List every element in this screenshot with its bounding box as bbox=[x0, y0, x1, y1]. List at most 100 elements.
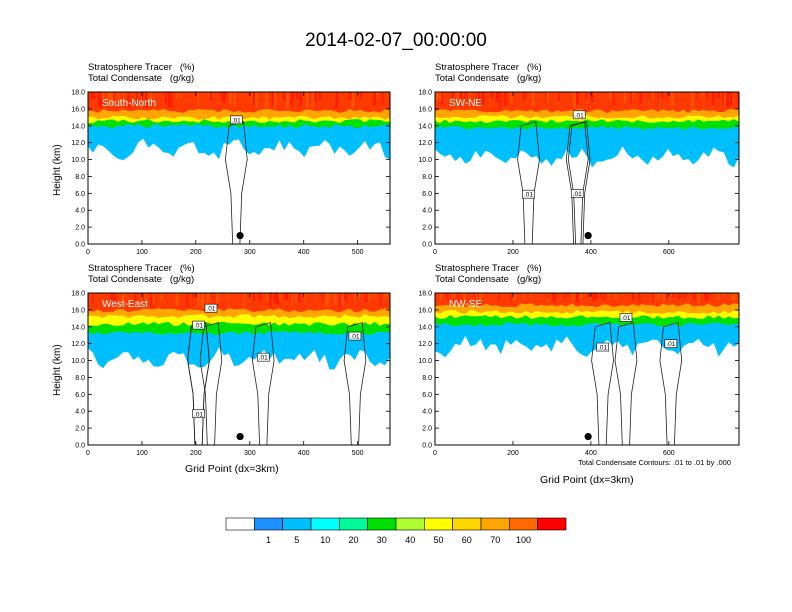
contour-label-box bbox=[230, 115, 243, 125]
tracer-streak bbox=[573, 92, 576, 109]
colorbar-swatch bbox=[367, 517, 397, 531]
contour-label: .01 bbox=[259, 355, 268, 362]
tracer-streak bbox=[197, 293, 200, 308]
tracer-streak bbox=[712, 92, 715, 106]
panel-title-line2: Total Condensate (g/kg) bbox=[435, 73, 542, 84]
tracer-streak bbox=[451, 293, 453, 302]
tracer-streak bbox=[147, 92, 150, 108]
tracer-streak bbox=[160, 293, 163, 301]
tracer-streak bbox=[341, 293, 344, 305]
tracer-streak bbox=[552, 293, 556, 303]
tracer-streak bbox=[208, 92, 210, 98]
contour-label-box bbox=[596, 342, 609, 352]
x-tick-label: 0 bbox=[433, 249, 437, 256]
page-title: 2014-02-07_00:00:00 bbox=[305, 30, 487, 51]
y-tick-label: 12.0 bbox=[71, 341, 85, 348]
tracer-streak bbox=[529, 293, 533, 298]
tracer-streak bbox=[657, 293, 661, 299]
tracer-streak bbox=[723, 293, 725, 297]
contour-label: .01 bbox=[573, 191, 582, 198]
panel-title-line1: Stratosphere Tracer (%) bbox=[435, 62, 542, 73]
tracer-streak bbox=[631, 293, 635, 300]
x-tick-label: 200 bbox=[190, 249, 202, 256]
y-tick-label: 4.0 bbox=[75, 409, 85, 416]
x-tick-label: 300 bbox=[244, 249, 256, 256]
tracer-streak bbox=[704, 293, 707, 301]
colorbar-swatch bbox=[338, 517, 368, 531]
tracer-streak bbox=[557, 92, 560, 102]
tracer-streak bbox=[671, 92, 674, 106]
y-tick-label: 10.0 bbox=[418, 358, 432, 365]
tracer-streak bbox=[435, 92, 439, 100]
tracer-streak bbox=[546, 92, 549, 104]
tracer-streak bbox=[144, 293, 146, 304]
tracer-streak bbox=[255, 92, 258, 108]
tracer-streak bbox=[504, 92, 508, 106]
tracer-streak bbox=[126, 92, 128, 99]
tracer-streak bbox=[678, 293, 680, 300]
tracer-streak bbox=[179, 92, 181, 99]
tracer-streak bbox=[567, 293, 569, 297]
contour-label: .01 bbox=[666, 341, 675, 348]
tracer-streak bbox=[571, 293, 575, 301]
tracer-streak bbox=[599, 293, 602, 299]
tracer-streak bbox=[351, 92, 355, 109]
tracer-streak bbox=[345, 293, 348, 303]
tracer-streak bbox=[716, 92, 720, 98]
tracer-streak bbox=[473, 293, 475, 297]
x-tick-label: 400 bbox=[585, 450, 597, 457]
colorbar-swatch bbox=[537, 517, 567, 531]
contour-note: Total Condensate Contours: .01 to .01 by… bbox=[578, 458, 732, 467]
contour-label-box bbox=[256, 352, 270, 362]
x-tick-label: 600 bbox=[663, 249, 675, 256]
tracer-streak bbox=[142, 293, 145, 306]
tracer-streak bbox=[258, 293, 261, 302]
y-tick-label: 8.0 bbox=[75, 375, 85, 382]
region-label: NW-SE bbox=[449, 299, 482, 310]
tracer-streak bbox=[304, 293, 306, 305]
tracer-streak bbox=[523, 92, 525, 101]
tracer-streak bbox=[658, 92, 660, 100]
tracer-streak bbox=[142, 92, 144, 101]
tracer-streak bbox=[587, 293, 590, 297]
tracer-streak bbox=[496, 92, 499, 102]
tracer-streak bbox=[457, 293, 460, 303]
tracer-streak bbox=[380, 293, 382, 307]
tracer-streak bbox=[136, 92, 138, 105]
tracer-streak bbox=[359, 92, 362, 99]
colorbar-swatch bbox=[395, 517, 425, 531]
tracer-streak bbox=[252, 293, 255, 301]
tracer-streak bbox=[354, 293, 357, 301]
y-tick-label: 0.0 bbox=[422, 443, 432, 450]
y-tick-label: 2.0 bbox=[422, 426, 432, 433]
tracer-streak bbox=[107, 92, 110, 102]
colorbar-swatch bbox=[254, 517, 283, 531]
tracer-streak bbox=[291, 293, 294, 306]
tracer-streak bbox=[597, 293, 600, 297]
colorbar-label: 60 bbox=[462, 535, 472, 545]
tracer-streak bbox=[315, 293, 318, 301]
tracer-streak bbox=[98, 92, 101, 106]
tracer-streak bbox=[150, 92, 153, 102]
tracer-streak bbox=[630, 92, 633, 104]
tracer-streak bbox=[440, 293, 442, 301]
tracer-streak bbox=[295, 293, 298, 303]
tracer-streak bbox=[446, 293, 449, 299]
y-tick-label: 18.0 bbox=[71, 291, 85, 298]
tracer-streak bbox=[243, 293, 246, 308]
tracer-streak bbox=[716, 293, 720, 300]
condensate-contour bbox=[567, 121, 591, 244]
y-tick-label: 14.0 bbox=[71, 123, 85, 130]
tracer-streak bbox=[311, 92, 314, 107]
tracer-streak bbox=[723, 92, 727, 107]
x-axis-label: Grid Point (dx=3km) bbox=[540, 474, 634, 486]
y-tick-label: 16.0 bbox=[71, 106, 85, 113]
tracer-streak bbox=[101, 92, 103, 109]
tracer-streak bbox=[585, 92, 588, 99]
condensate-contour bbox=[565, 121, 589, 244]
tracer-streak bbox=[496, 293, 499, 297]
tracer-streak bbox=[222, 92, 226, 104]
tracer-streak bbox=[693, 293, 696, 301]
y-tick-label: 18.0 bbox=[418, 291, 432, 298]
